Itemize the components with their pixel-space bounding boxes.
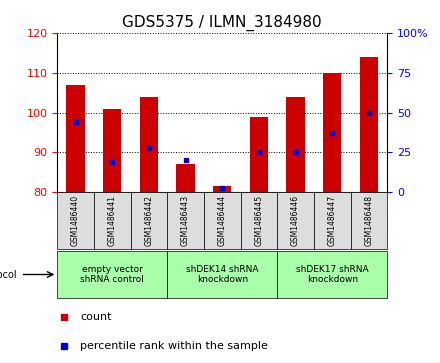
Bar [140, 97, 158, 192]
Bar [277, 251, 387, 298]
Text: shDEK14 shRNA
knockdown: shDEK14 shRNA knockdown [186, 265, 258, 284]
Bar [131, 192, 167, 249]
Text: GSM1486444: GSM1486444 [218, 195, 227, 246]
Bar [360, 57, 378, 192]
Bar [167, 251, 277, 298]
Bar [277, 192, 314, 249]
Bar [314, 192, 351, 249]
Bar [94, 192, 131, 249]
Bar [57, 192, 94, 249]
Text: percentile rank within the sample: percentile rank within the sample [81, 341, 268, 351]
Bar [250, 117, 268, 192]
Text: GSM1486443: GSM1486443 [181, 195, 190, 246]
Bar [57, 251, 167, 298]
Bar [66, 85, 85, 192]
Text: protocol: protocol [0, 269, 17, 280]
Text: count: count [81, 311, 112, 322]
Bar [167, 192, 204, 249]
Bar [351, 192, 387, 249]
Text: shDEK17 shRNA
knockdown: shDEK17 shRNA knockdown [296, 265, 369, 284]
Text: GSM1486446: GSM1486446 [291, 195, 300, 246]
Text: GSM1486442: GSM1486442 [144, 195, 154, 246]
Text: GSM1486440: GSM1486440 [71, 195, 80, 246]
Bar [286, 97, 305, 192]
Title: GDS5375 / ILMN_3184980: GDS5375 / ILMN_3184980 [122, 15, 322, 31]
Bar [103, 109, 121, 192]
Text: GSM1486441: GSM1486441 [108, 195, 117, 246]
Text: GSM1486447: GSM1486447 [328, 195, 337, 246]
Text: GSM1486448: GSM1486448 [364, 195, 374, 246]
Bar [323, 73, 341, 192]
Bar [213, 186, 231, 192]
Bar [176, 164, 195, 192]
Bar [204, 192, 241, 249]
Bar [241, 192, 277, 249]
Text: empty vector
shRNA control: empty vector shRNA control [80, 265, 144, 284]
Text: GSM1486445: GSM1486445 [254, 195, 264, 246]
